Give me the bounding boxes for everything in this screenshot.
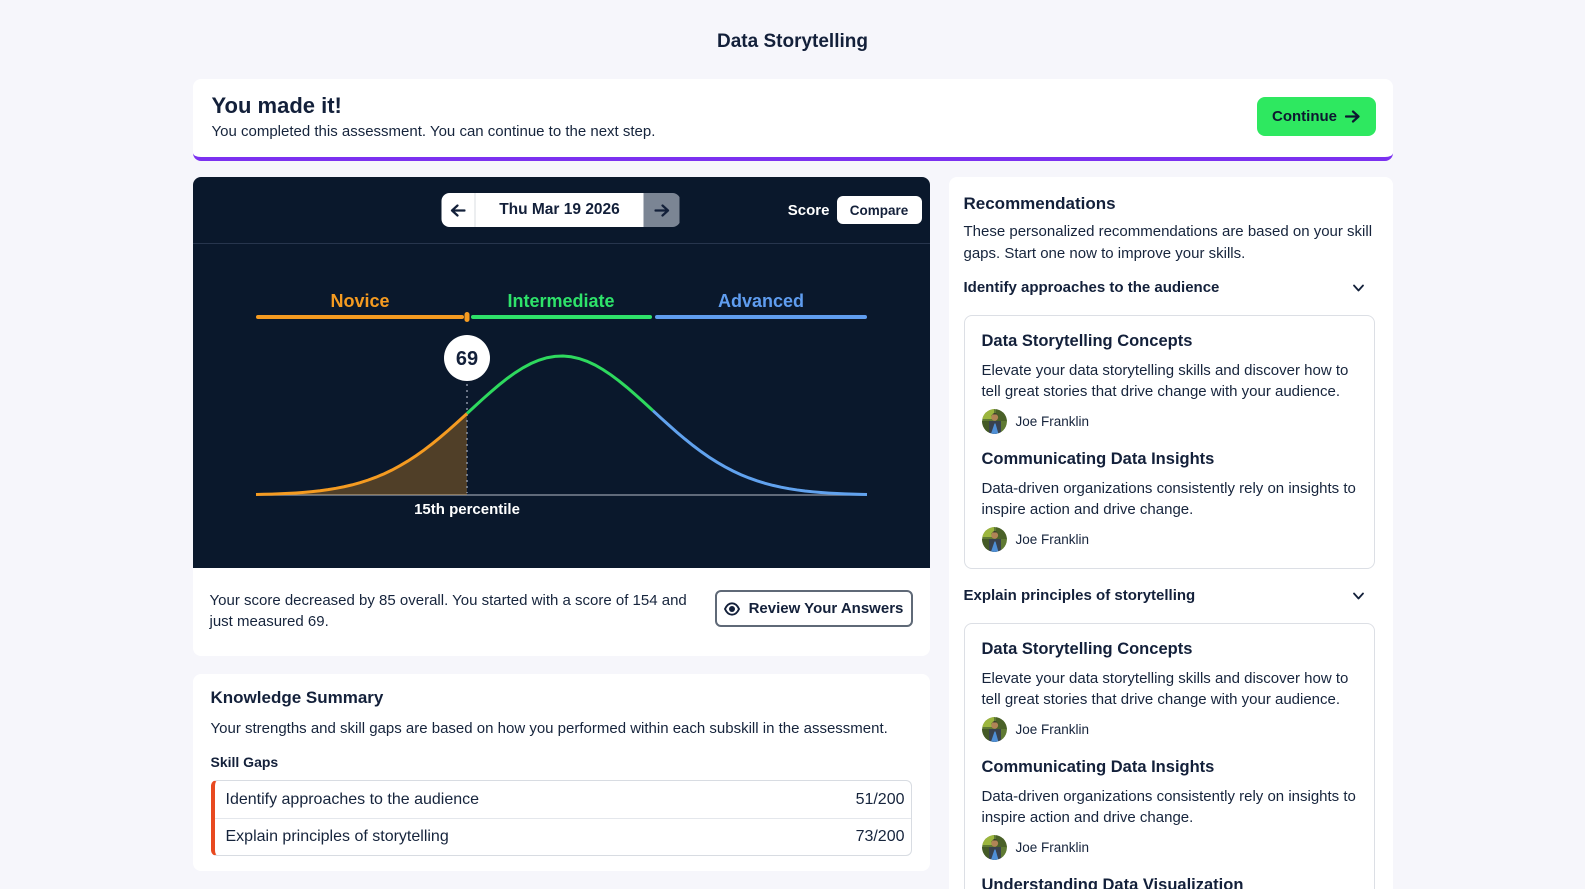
svg-text:69: 69	[455, 348, 477, 370]
svg-text:15th percentile: 15th percentile	[414, 501, 520, 518]
svg-text:Advanced: Advanced	[717, 291, 803, 311]
svg-text:Novice: Novice	[330, 291, 389, 311]
svg-text:Intermediate: Intermediate	[507, 291, 614, 311]
